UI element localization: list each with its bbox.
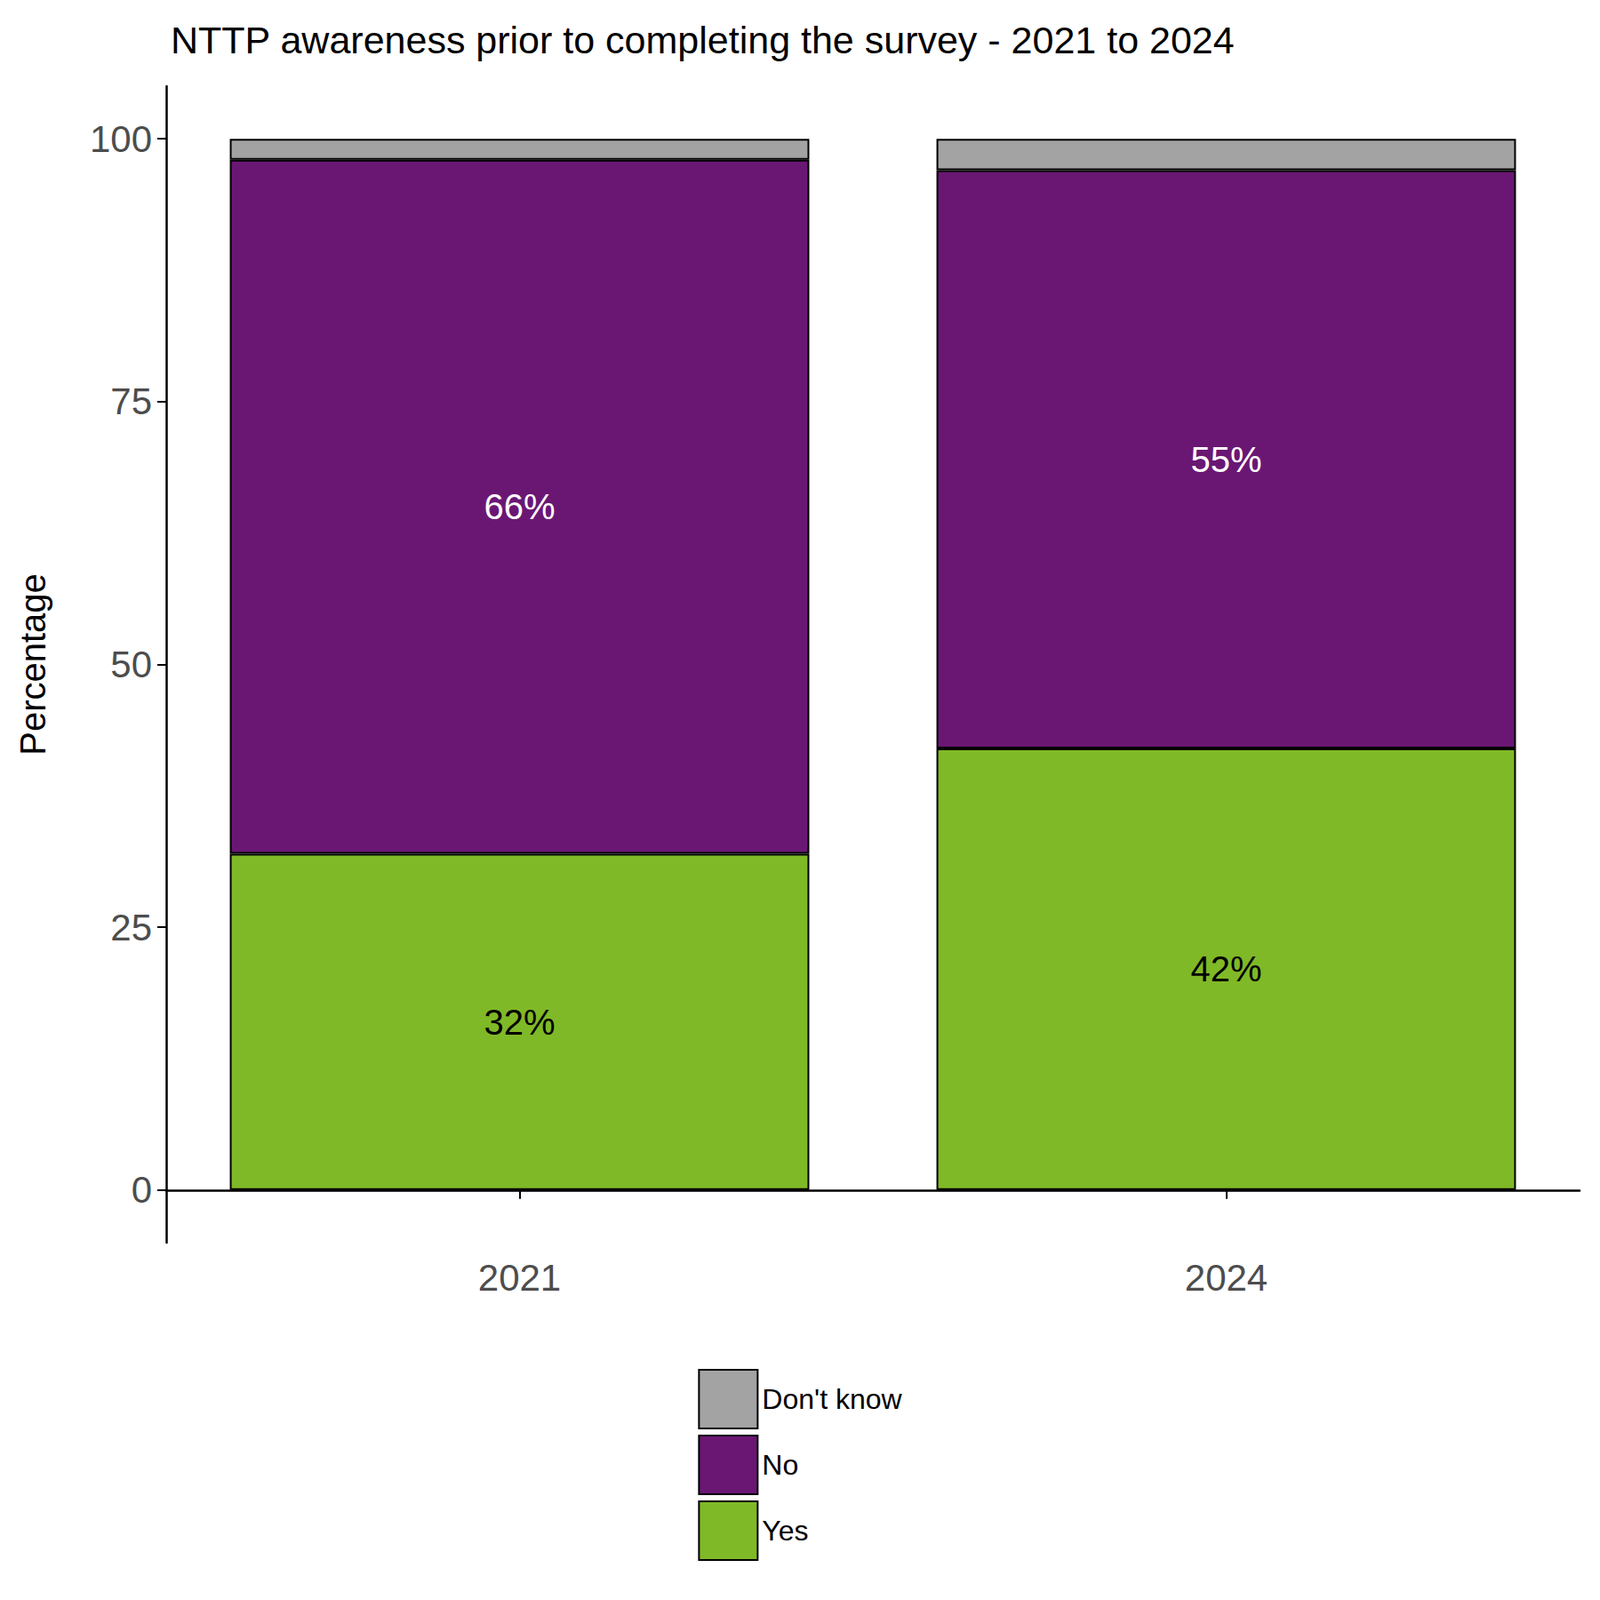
svg-text:100: 100 (89, 118, 152, 160)
svg-text:66%: 66% (483, 487, 555, 527)
svg-text:NTTP awareness prior to comple: NTTP awareness prior to completing the s… (170, 18, 1235, 62)
svg-text:Yes: Yes (761, 1514, 808, 1547)
svg-text:Don't know: Don't know (761, 1383, 903, 1416)
svg-text:2024: 2024 (1184, 1256, 1268, 1299)
svg-text:2021: 2021 (478, 1256, 561, 1299)
svg-text:No: No (761, 1448, 799, 1481)
svg-text:50: 50 (110, 643, 152, 686)
svg-text:25: 25 (110, 906, 152, 949)
svg-text:55%: 55% (1190, 440, 1262, 480)
svg-text:32%: 32% (483, 1002, 555, 1042)
svg-text:42%: 42% (1190, 949, 1262, 989)
svg-text:Percentage: Percentage (13, 573, 53, 756)
svg-text:0: 0 (131, 1168, 152, 1211)
svg-text:75: 75 (110, 380, 152, 423)
